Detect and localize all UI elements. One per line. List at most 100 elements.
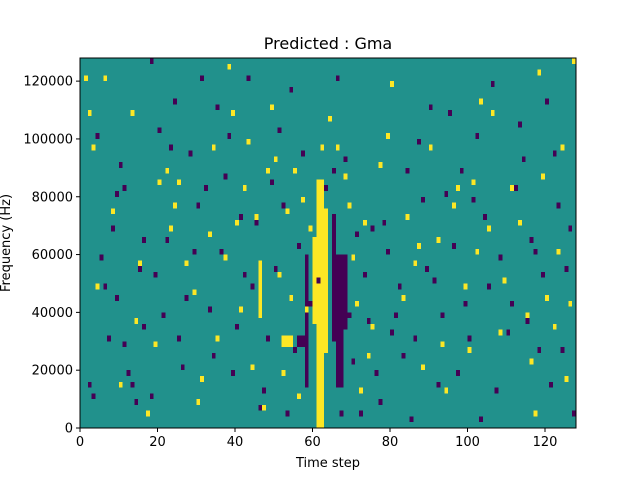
low-band — [331, 214, 336, 342]
low-cell — [266, 335, 270, 342]
low-cell — [378, 399, 383, 405]
low-cell — [514, 185, 518, 191]
high-cell — [320, 144, 325, 151]
low-cell — [297, 243, 301, 249]
low-cell — [99, 254, 104, 261]
low-cell — [238, 214, 243, 220]
high-cell — [285, 208, 290, 215]
high-cell — [421, 364, 425, 371]
low-cell — [568, 225, 573, 232]
high-cell — [95, 283, 100, 290]
low-cell — [246, 75, 251, 82]
low-cell — [498, 254, 503, 261]
high-band — [312, 237, 317, 324]
low-cell — [366, 318, 371, 324]
low-cell — [87, 381, 92, 388]
high-cell — [444, 387, 449, 394]
low-cell — [235, 323, 239, 330]
high-cell — [173, 202, 177, 209]
low-cell — [393, 312, 398, 319]
low-cell — [533, 248, 538, 255]
x-tick-label: 80 — [382, 435, 399, 450]
low-cell — [277, 127, 282, 134]
high-cell — [335, 144, 340, 151]
low-cell — [118, 162, 123, 168]
high-band — [324, 208, 328, 353]
low-cell — [258, 404, 263, 411]
high-cell — [510, 185, 514, 191]
low-cell — [204, 185, 208, 191]
low-cell — [114, 190, 119, 197]
high-cell — [390, 81, 394, 87]
high-cell — [118, 381, 123, 388]
low-cell — [424, 266, 429, 272]
low-cell — [138, 266, 142, 272]
low-cell — [467, 335, 472, 342]
low-cell — [401, 352, 406, 359]
low-cell — [281, 202, 286, 209]
low-cell — [471, 196, 476, 203]
high-cell — [564, 375, 569, 382]
high-band — [281, 335, 294, 348]
low-cell — [215, 104, 220, 111]
low-cell — [409, 416, 414, 423]
low-cell — [448, 110, 452, 116]
low-cell — [262, 387, 266, 394]
high-cell — [378, 162, 383, 168]
high-cell — [134, 318, 139, 324]
low-cell — [207, 306, 212, 313]
low-cell — [134, 399, 139, 405]
high-cell — [560, 144, 565, 151]
low-cell — [169, 144, 173, 151]
low-cell — [483, 214, 487, 220]
high-cell — [405, 214, 410, 220]
low-cell — [548, 381, 553, 388]
low-cell — [335, 75, 340, 82]
low-band — [297, 335, 309, 348]
high-cell — [463, 283, 468, 290]
x-tick-label: 0 — [76, 435, 84, 450]
high-cell — [153, 341, 158, 348]
x-axis: 0 20 40 60 80 100 120 — [76, 428, 557, 450]
low-cell — [541, 271, 545, 278]
high-cell — [138, 260, 142, 267]
high-cell — [250, 364, 255, 371]
high-cell — [87, 110, 92, 116]
high-cell — [308, 225, 313, 232]
low-cell — [293, 347, 297, 353]
y-axis-label: Frequency (Hz) — [0, 194, 14, 292]
high-cell — [300, 196, 305, 203]
low-cell — [370, 225, 375, 232]
low-cell — [130, 381, 135, 388]
low-cell — [494, 387, 499, 394]
low-cell — [231, 370, 235, 376]
high-cell — [479, 98, 483, 105]
high-cell — [347, 202, 352, 209]
low-cell — [200, 75, 204, 82]
high-cell — [417, 243, 421, 249]
low-cell — [343, 156, 348, 163]
low-cell — [149, 393, 154, 400]
high-cell — [246, 138, 251, 145]
low-cell — [510, 300, 514, 307]
high-cell — [289, 295, 294, 301]
high-cell — [533, 410, 538, 417]
low-cell — [413, 335, 418, 342]
low-cell — [219, 248, 224, 255]
low-cell — [122, 185, 127, 191]
low-cell — [521, 156, 526, 163]
high-cell — [355, 300, 359, 307]
high-cell — [223, 254, 228, 261]
high-cell — [351, 254, 356, 261]
low-cell — [269, 179, 274, 186]
heatmap-cells — [80, 58, 576, 428]
high-cell — [103, 75, 108, 82]
low-cell — [390, 329, 394, 336]
low-cell — [157, 127, 162, 134]
low-cell — [142, 323, 146, 330]
high-cell — [184, 260, 189, 267]
low-cell — [103, 283, 108, 290]
low-cell — [173, 98, 177, 105]
high-cell — [572, 58, 576, 64]
high-cell — [145, 410, 150, 417]
